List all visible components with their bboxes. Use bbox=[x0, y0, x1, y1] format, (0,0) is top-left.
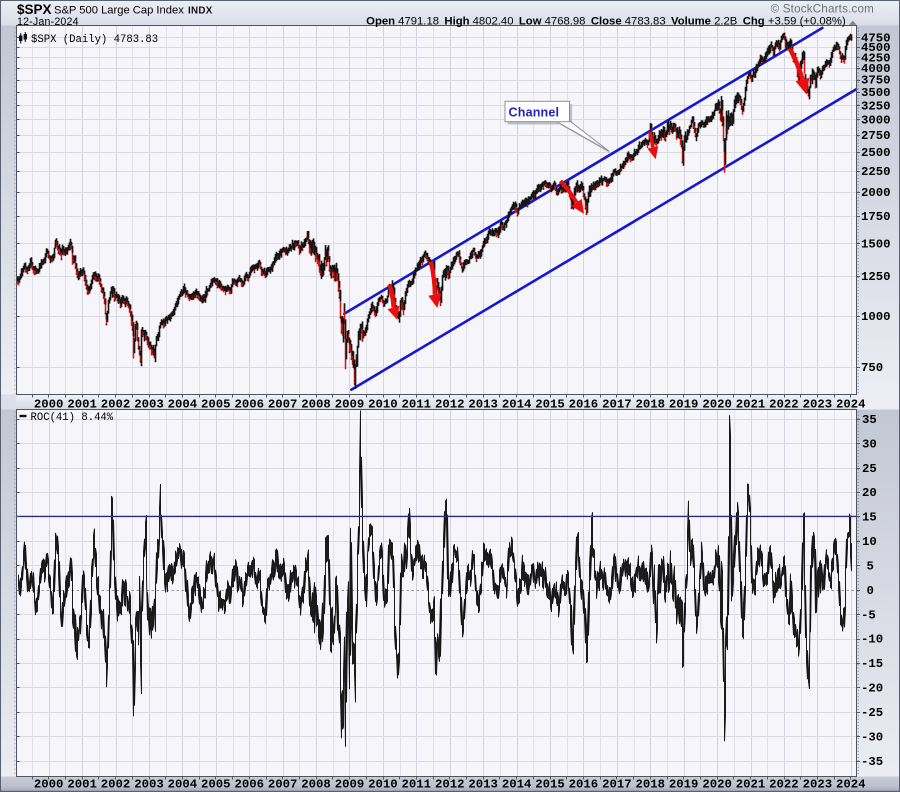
svg-text:3250: 3250 bbox=[861, 99, 891, 113]
svg-text:Open 4791.18 High 4802.40 Lo: Open 4791.18 High 4802.40 Low 4768.98 Cl… bbox=[366, 16, 848, 28]
svg-text:2013: 2013 bbox=[468, 778, 498, 792]
svg-text:2019: 2019 bbox=[669, 397, 699, 411]
svg-text:2021: 2021 bbox=[736, 397, 766, 411]
svg-text:2014: 2014 bbox=[502, 397, 532, 411]
svg-text:2001: 2001 bbox=[67, 778, 97, 792]
svg-text:2006: 2006 bbox=[234, 397, 264, 411]
svg-text:1250: 1250 bbox=[861, 270, 891, 284]
svg-text:1000: 1000 bbox=[861, 310, 891, 324]
svg-text:INDX: INDX bbox=[188, 5, 213, 16]
svg-text:2022: 2022 bbox=[769, 397, 799, 411]
svg-text:15: 15 bbox=[862, 511, 877, 525]
svg-text:4000: 4000 bbox=[861, 62, 891, 76]
svg-text:2004: 2004 bbox=[168, 778, 198, 792]
svg-text:750: 750 bbox=[861, 361, 883, 375]
svg-text:2007: 2007 bbox=[268, 397, 298, 411]
svg-text:1750: 1750 bbox=[861, 210, 891, 224]
svg-text:2024: 2024 bbox=[836, 778, 866, 792]
svg-text:2008: 2008 bbox=[301, 778, 331, 792]
svg-text:2010: 2010 bbox=[368, 778, 398, 792]
svg-text:2011: 2011 bbox=[402, 778, 432, 792]
svg-text:-15: -15 bbox=[861, 657, 883, 671]
svg-text:2009: 2009 bbox=[335, 778, 365, 792]
svg-text:2004: 2004 bbox=[168, 397, 198, 411]
svg-text:2020: 2020 bbox=[702, 397, 732, 411]
svg-text:4250: 4250 bbox=[861, 51, 891, 65]
svg-text:12-Jan-2024: 12-Jan-2024 bbox=[17, 16, 79, 28]
svg-text:-25: -25 bbox=[861, 706, 883, 720]
svg-text:ROC(41) 8.44%: ROC(41) 8.44% bbox=[31, 412, 114, 424]
svg-text:2007: 2007 bbox=[268, 778, 298, 792]
svg-text:2001: 2001 bbox=[67, 397, 97, 411]
svg-text:2019: 2019 bbox=[669, 778, 699, 792]
svg-text:© StockCharts.com: © StockCharts.com bbox=[771, 3, 874, 16]
svg-text:2002: 2002 bbox=[101, 397, 131, 411]
svg-text:4750: 4750 bbox=[861, 31, 891, 45]
svg-text:2015: 2015 bbox=[535, 778, 565, 792]
svg-text:2015: 2015 bbox=[535, 397, 565, 411]
svg-text:Channel: Channel bbox=[509, 105, 560, 119]
svg-text:2005: 2005 bbox=[201, 397, 231, 411]
svg-text:20: 20 bbox=[862, 486, 877, 500]
svg-text:2000: 2000 bbox=[34, 397, 64, 411]
svg-text:2022: 2022 bbox=[769, 778, 799, 792]
svg-text:2003: 2003 bbox=[134, 778, 164, 792]
svg-text:2750: 2750 bbox=[861, 129, 891, 143]
svg-text:35: 35 bbox=[862, 413, 877, 427]
svg-text:2020: 2020 bbox=[702, 778, 732, 792]
svg-text:25: 25 bbox=[862, 462, 877, 476]
svg-text:2013: 2013 bbox=[468, 397, 498, 411]
svg-text:3750: 3750 bbox=[861, 74, 891, 88]
svg-text:2006: 2006 bbox=[234, 778, 264, 792]
svg-text:0: 0 bbox=[867, 584, 874, 598]
svg-text:-20: -20 bbox=[861, 682, 883, 696]
svg-text:10: 10 bbox=[862, 535, 877, 549]
svg-text:-5: -5 bbox=[861, 608, 876, 622]
svg-text:2500: 2500 bbox=[861, 146, 891, 160]
svg-text:2014: 2014 bbox=[502, 778, 532, 792]
svg-text:2018: 2018 bbox=[635, 778, 665, 792]
svg-text:2023: 2023 bbox=[803, 397, 833, 411]
svg-text:2011: 2011 bbox=[402, 397, 432, 411]
svg-text:1500: 1500 bbox=[861, 237, 891, 251]
svg-text:-35: -35 bbox=[861, 755, 883, 769]
svg-text:3000: 3000 bbox=[861, 114, 891, 128]
svg-text:30: 30 bbox=[862, 437, 877, 451]
svg-text:2250: 2250 bbox=[861, 165, 891, 179]
svg-text:2010: 2010 bbox=[368, 397, 398, 411]
svg-text:2000: 2000 bbox=[861, 186, 891, 200]
svg-text:2016: 2016 bbox=[569, 397, 599, 411]
svg-text:2023: 2023 bbox=[803, 778, 833, 792]
svg-text:2021: 2021 bbox=[736, 778, 766, 792]
svg-text:4500: 4500 bbox=[861, 41, 891, 55]
svg-text:2009: 2009 bbox=[335, 397, 365, 411]
svg-text:$SPX: $SPX bbox=[17, 2, 52, 17]
svg-text:2016: 2016 bbox=[569, 778, 599, 792]
svg-text:S&P 500 Large Cap Index: S&P 500 Large Cap Index bbox=[54, 5, 184, 17]
svg-text:2012: 2012 bbox=[435, 397, 465, 411]
svg-text:2008: 2008 bbox=[301, 397, 331, 411]
svg-text:3500: 3500 bbox=[861, 86, 891, 100]
svg-text:$SPX (Daily) 4783.83: $SPX (Daily) 4783.83 bbox=[31, 34, 158, 46]
svg-text:2000: 2000 bbox=[34, 778, 64, 792]
svg-text:2005: 2005 bbox=[201, 778, 231, 792]
svg-text:-10: -10 bbox=[861, 633, 883, 647]
svg-text:2003: 2003 bbox=[134, 397, 164, 411]
svg-text:2018: 2018 bbox=[635, 397, 665, 411]
svg-text:-30: -30 bbox=[861, 730, 883, 744]
svg-text:2017: 2017 bbox=[602, 778, 632, 792]
svg-text:2012: 2012 bbox=[435, 778, 465, 792]
svg-text:5: 5 bbox=[867, 559, 874, 573]
svg-text:2017: 2017 bbox=[602, 397, 632, 411]
svg-text:2024: 2024 bbox=[836, 397, 866, 411]
svg-text:2002: 2002 bbox=[101, 778, 131, 792]
